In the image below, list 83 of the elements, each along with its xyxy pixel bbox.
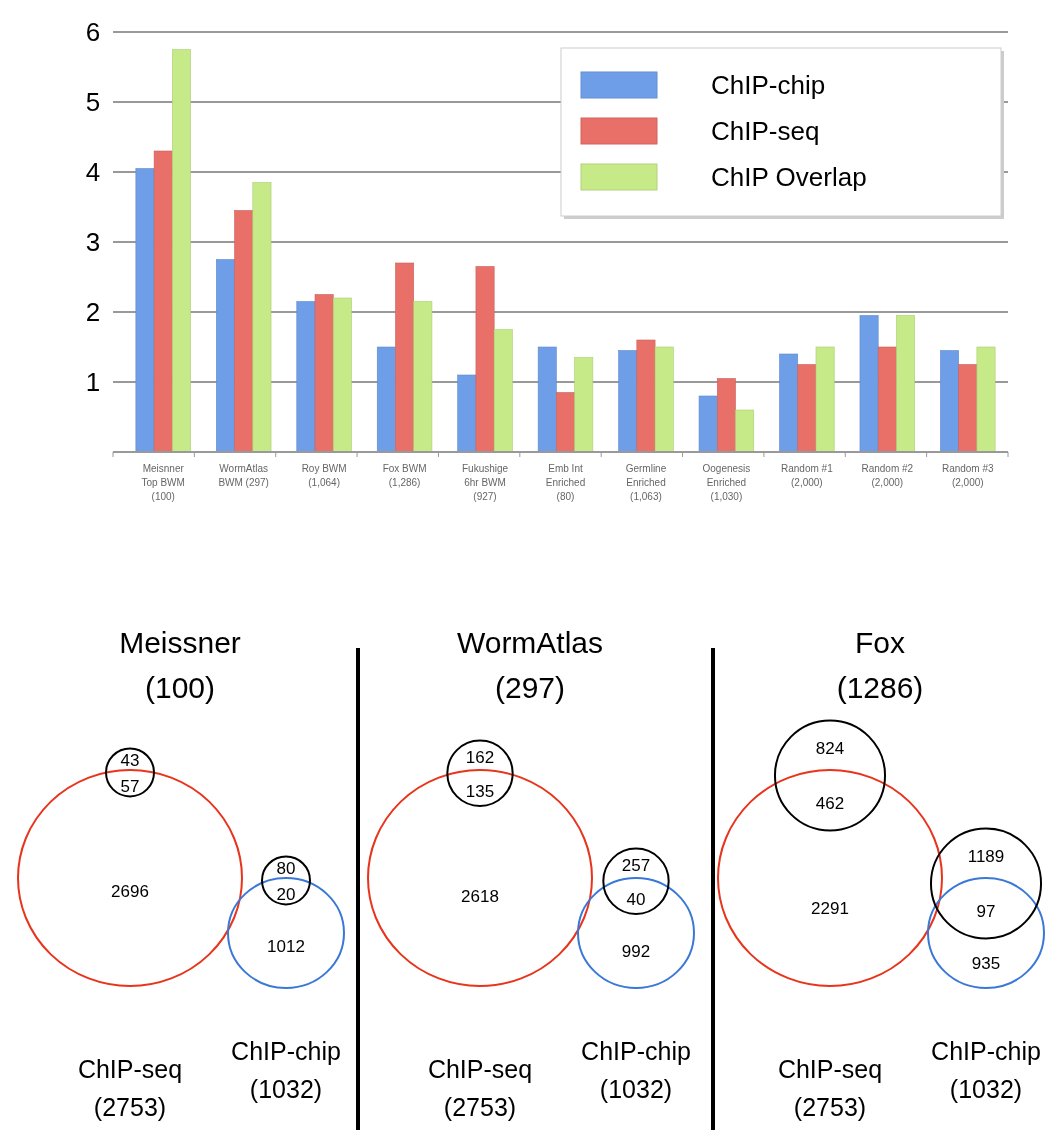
text: 2696: [111, 882, 149, 902]
x-tick-label: Random #2 (2,000): [861, 463, 914, 488]
bar: [172, 49, 191, 453]
text: ChIP-seq (2753): [777, 1055, 883, 1121]
text: 935: [971, 954, 1001, 974]
text: Meissner: [119, 626, 241, 659]
text: 2618: [461, 886, 499, 906]
x-tick-label: WormAtlas BWM (297): [218, 463, 269, 488]
text: 1012: [267, 937, 305, 957]
text: 1189: [967, 846, 1005, 866]
bar: [618, 350, 638, 453]
text: ChIP-seq (2753): [427, 1055, 533, 1121]
bar: [153, 150, 173, 453]
x-tick-label: Fukushige 6hr BWM (927): [461, 463, 509, 502]
text: 257: [621, 855, 651, 875]
text: 992: [621, 941, 651, 961]
bar: [296, 301, 316, 453]
text: 20: [276, 885, 296, 905]
bar: [332, 297, 352, 453]
bar: [135, 168, 155, 453]
bar: [958, 364, 978, 453]
bar: [395, 262, 415, 453]
text: (1286): [836, 671, 924, 704]
bar: [252, 182, 272, 453]
y-tick-label: 5: [85, 87, 101, 118]
text: 824: [815, 738, 845, 758]
bar: [216, 259, 235, 453]
bar: [376, 346, 396, 453]
legend-label: ChIP-chip: [711, 70, 826, 101]
text: ChIP-chip (1032): [581, 1037, 691, 1103]
bar: [537, 346, 557, 453]
text: 43: [120, 751, 140, 771]
x-tick-label: Random #1 (2,000): [781, 463, 834, 488]
bar: [314, 294, 334, 453]
bar: [413, 301, 433, 453]
bar: [475, 266, 495, 453]
bar: [636, 339, 656, 453]
text: ChIP-chip (1032): [231, 1037, 341, 1103]
x-tick-label: Roy BWM (1,064): [301, 463, 347, 488]
text: 162: [465, 747, 495, 767]
bar: [940, 350, 959, 453]
x-tick-label: Random #3 (2,000): [941, 463, 995, 488]
text: Fox: [854, 626, 906, 659]
text: 97: [976, 902, 996, 922]
text: 80: [276, 859, 296, 879]
bar: [654, 346, 674, 453]
text: ChIP-seq (2753): [77, 1055, 183, 1121]
text: 135: [465, 781, 495, 801]
text: (100): [144, 671, 216, 704]
bar: [716, 378, 736, 453]
bar: [574, 357, 594, 453]
text: WormAtlas: [456, 626, 604, 659]
legend-label: ChIP-seq: [711, 116, 820, 147]
legend-label: ChIP Overlap: [711, 162, 867, 193]
bar: [877, 346, 897, 453]
text: (297): [494, 671, 566, 704]
text: ChIP-chip (1032): [931, 1037, 1041, 1103]
bar: [779, 353, 799, 453]
x-tick-label: Oogenesis Enriched (1,030): [702, 463, 751, 502]
bar: [698, 395, 718, 453]
bar: [815, 346, 835, 453]
text: 57: [120, 777, 140, 797]
bar: [797, 364, 817, 453]
bar: [234, 210, 254, 453]
bar: [976, 346, 996, 453]
text: 462: [815, 794, 845, 814]
x-tick-label: Emb Int Enriched (80): [545, 463, 586, 502]
y-tick-label: 6: [85, 17, 101, 48]
x-tick-label: Meisnner Top BWM (100): [141, 463, 185, 502]
text: 2291: [811, 899, 849, 919]
y-tick-label: 2: [85, 297, 101, 328]
y-tick-label: 1: [85, 367, 101, 398]
text: 40: [626, 889, 646, 909]
bar: [896, 315, 915, 453]
bar: [859, 315, 879, 453]
bar: [556, 392, 575, 453]
bar: [457, 374, 477, 453]
bar: [735, 409, 755, 453]
bar: [493, 329, 513, 453]
y-tick-label: 4: [85, 157, 101, 188]
y-tick-label: 3: [85, 227, 101, 258]
x-tick-label: Germline Enriched (1,063): [625, 463, 667, 502]
x-tick-label: Fox BWM (1,286): [382, 463, 427, 488]
